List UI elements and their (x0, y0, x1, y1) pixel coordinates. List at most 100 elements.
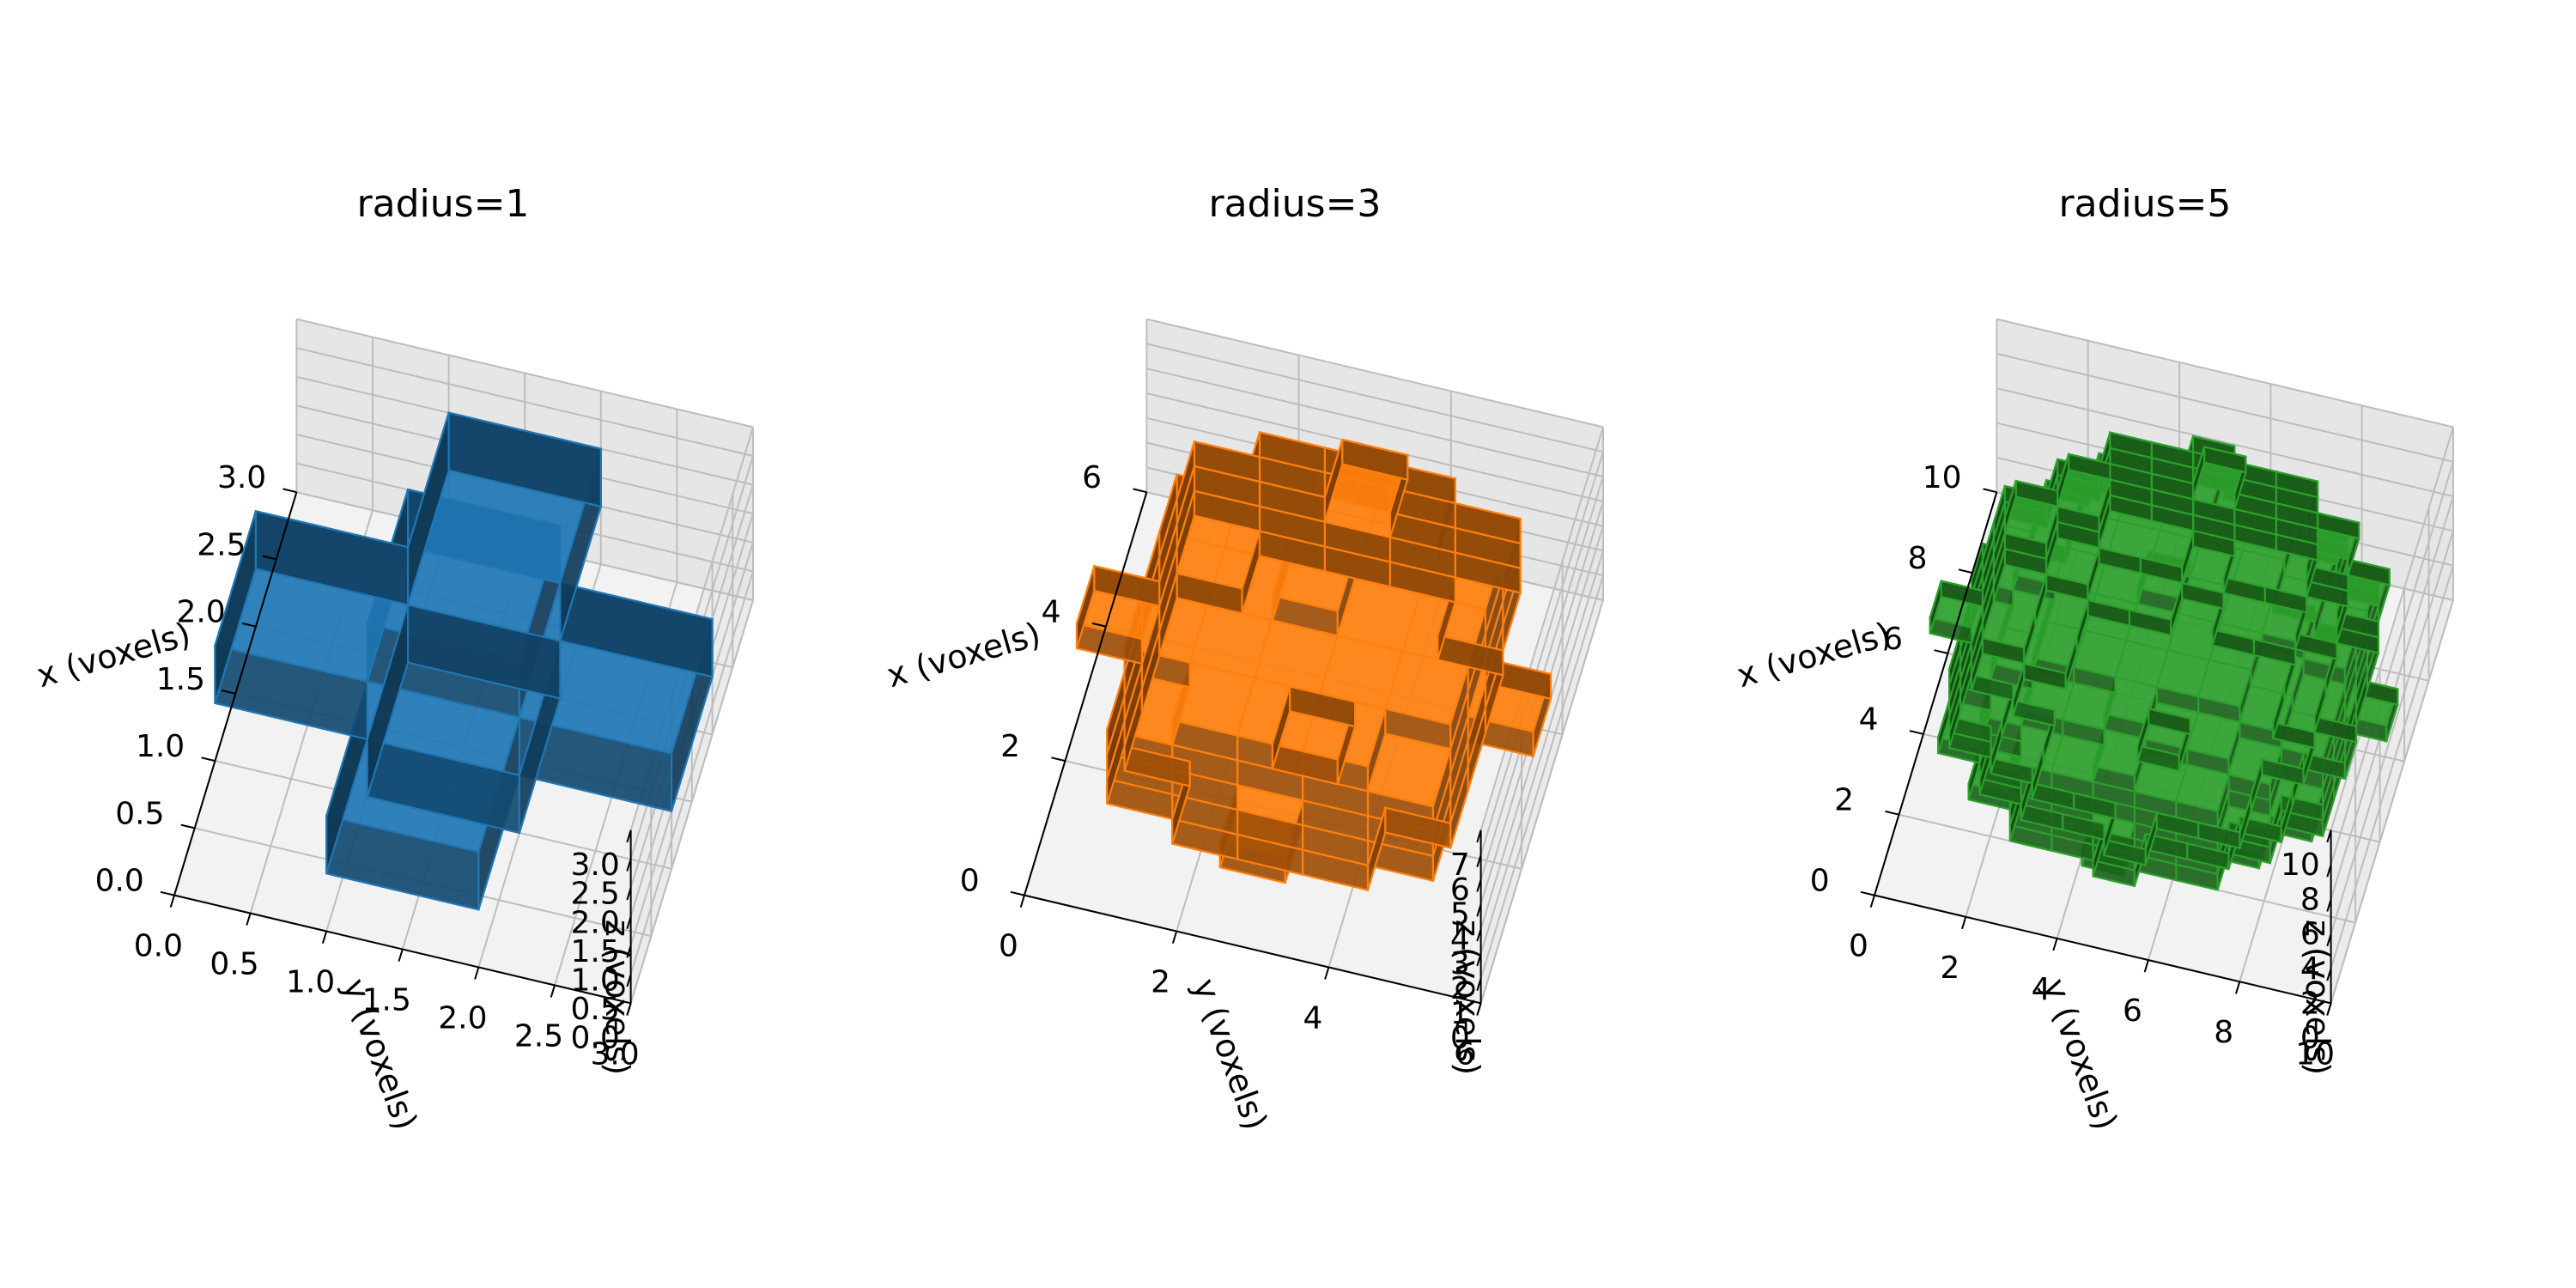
z-tick (1476, 903, 1482, 917)
y-tick (1171, 931, 1178, 944)
grid-line (1996, 352, 2454, 463)
voxel-chart-1: radius=10.00.51.01.52.02.53.00.00.51.01.… (33, 182, 754, 1135)
z-tick (1476, 953, 1482, 967)
grid-line (1146, 343, 1604, 453)
z-tick-label: 10 (2281, 848, 2320, 883)
z-tick-label: 2 (1450, 971, 1470, 1006)
z-tick-label: 3.0 (571, 848, 620, 883)
z-tick-label: 0 (1450, 1021, 1470, 1056)
y-tick-label: 0 (1849, 929, 1868, 964)
z-tick-label: 3 (1450, 946, 1470, 981)
x-tick (1958, 568, 1973, 574)
grid-line (1146, 318, 1604, 428)
x-tick (1983, 488, 1997, 494)
y-tick-label: 0.5 (210, 947, 258, 982)
y-tick (1324, 967, 1330, 980)
grid-line (2330, 599, 2454, 1004)
x-tick-label: 0.0 (95, 864, 144, 899)
y-tick (246, 913, 252, 926)
z-tick-label: 1.0 (571, 963, 620, 998)
y-tick (1961, 916, 1967, 930)
grid-line (629, 571, 754, 975)
z-tick-label: 7 (1450, 848, 1470, 883)
voxel-face (1258, 530, 1327, 573)
y-tick (2052, 938, 2058, 951)
x-tick-label: 6 (1883, 622, 1903, 657)
voxel-face (2155, 811, 2200, 840)
voxel-face (1341, 438, 1409, 482)
z-tick (626, 1003, 632, 1016)
z-tick-label: 4 (2300, 951, 2320, 987)
z-tick (1476, 879, 1482, 892)
z-tick-label: 1.5 (571, 934, 620, 969)
z-tick-label: 2.0 (571, 905, 620, 940)
x-tick (1051, 756, 1066, 762)
y-tick-label: 0.0 (134, 929, 183, 964)
voxel-face (2203, 446, 2247, 474)
grid-line (296, 347, 754, 457)
z-tick-label: 0 (2300, 1021, 2320, 1056)
x-tick-label: 0 (960, 864, 980, 899)
x-tick-label: 10 (1923, 460, 1962, 495)
y-tick-label: 1.0 (286, 965, 335, 1000)
y-tick-label: 0 (999, 929, 1018, 964)
x-tick-label: 1.0 (136, 729, 185, 764)
z-tick (2326, 829, 2332, 843)
z-tick (2326, 864, 2332, 878)
x-tick (1860, 890, 1875, 896)
x-tick (160, 890, 175, 896)
z-tick-label: 5 (1450, 897, 1470, 933)
z-tick-label: 2.5 (571, 877, 620, 912)
y-axis-line (1874, 894, 2331, 1005)
voxel-face (2181, 581, 2225, 611)
y-tick-label: 1.5 (362, 983, 411, 1018)
z-axis-label: z (voxels) (2299, 920, 2336, 1075)
y-tick (550, 985, 556, 998)
voxel-face (1289, 685, 1357, 728)
z-tick (2326, 968, 2332, 981)
x-tick-label: 4 (1042, 595, 1061, 630)
x-axis-line (1024, 491, 1148, 896)
x-tick-label: 6 (1082, 460, 1102, 495)
grid-line (2330, 427, 2454, 831)
y-tick-label: 8 (2214, 1015, 2233, 1050)
voxel-face (2098, 546, 2142, 574)
z-tick-label: 0.5 (571, 992, 620, 1027)
voxel-face (447, 411, 602, 508)
z-tick (1476, 829, 1482, 843)
x-tick (241, 622, 257, 628)
y-tick-label: 2 (1151, 965, 1170, 1000)
y-tick (1869, 895, 1875, 908)
grid-line (1479, 574, 1604, 979)
z-tick (2326, 933, 2332, 947)
y-tick (2235, 981, 2241, 994)
y-tick-label: 6 (1455, 1036, 1475, 1072)
voxel-face (2148, 708, 2191, 736)
x-tick (201, 756, 216, 762)
x-tick-label: 2.0 (176, 595, 225, 630)
voxel-face (2109, 494, 2153, 522)
z-tick-label: 8 (2300, 882, 2320, 917)
z-tick-label: 2 (2300, 986, 2320, 1021)
z-tick-label: 6 (1450, 872, 1470, 908)
voxel-face (2068, 453, 2111, 481)
x-tick (1909, 730, 1924, 735)
x-axis-line (1874, 491, 1998, 896)
z-tick (626, 974, 632, 987)
z-tick (626, 829, 632, 843)
z-axis-label: z (voxels) (598, 920, 636, 1075)
x-tick-label: 2 (1834, 783, 1854, 818)
x-tick-label: 4 (1859, 702, 1879, 738)
x-tick-label: 2 (1000, 729, 1020, 764)
y-tick-label: 2 (1940, 951, 1959, 986)
x-tick (1133, 488, 1147, 494)
x-tick (283, 488, 297, 494)
x-tick (221, 690, 236, 695)
z-tick (626, 945, 632, 958)
z-tick (2326, 899, 2332, 912)
grid-line (1479, 599, 1604, 1004)
z-tick-label: 1 (1450, 996, 1470, 1031)
z-tick-label: 0.0 (571, 1021, 620, 1056)
